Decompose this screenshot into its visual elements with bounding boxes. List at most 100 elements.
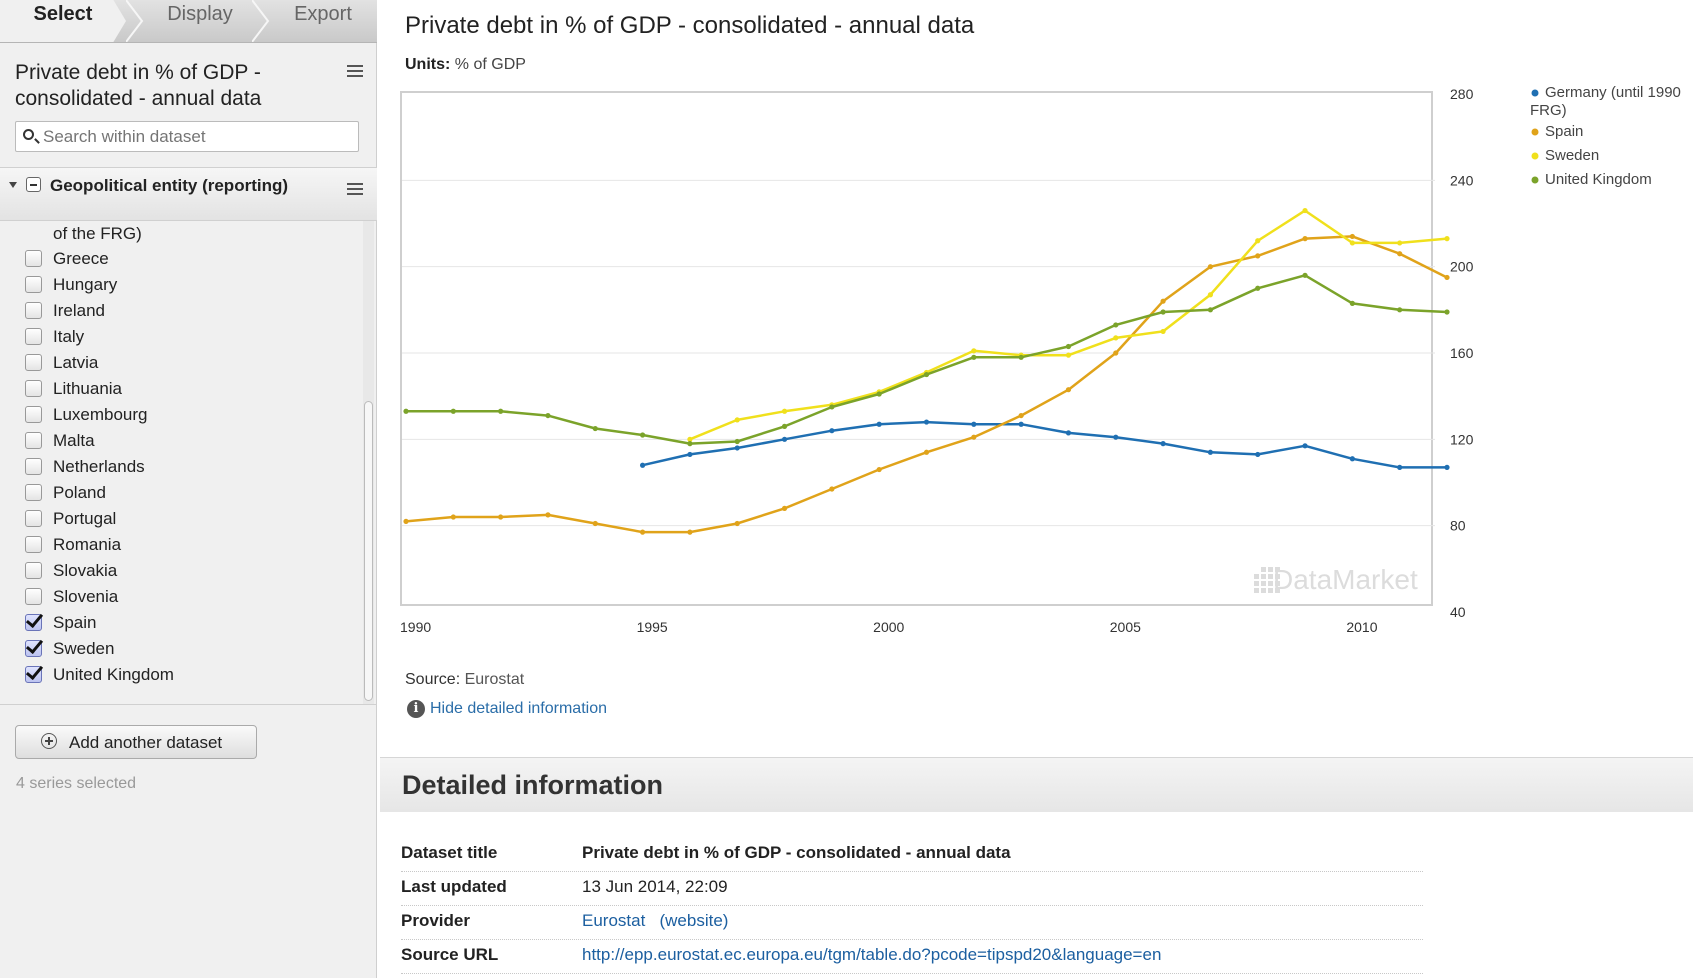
data-point[interactable] (781, 436, 788, 442)
data-point[interactable] (1160, 328, 1166, 335)
data-point[interactable] (592, 520, 598, 527)
country-checkbox[interactable] (25, 666, 42, 683)
country-checkbox[interactable] (25, 484, 42, 501)
data-point[interactable] (1444, 309, 1450, 315)
data-point[interactable] (1349, 240, 1355, 246)
data-point[interactable] (734, 417, 740, 423)
data-point[interactable] (876, 421, 882, 427)
data-point[interactable] (829, 486, 835, 492)
data-point[interactable] (450, 514, 456, 520)
data-point[interactable] (1444, 274, 1450, 281)
data-point[interactable] (1113, 350, 1119, 356)
country-checkbox[interactable] (25, 302, 42, 319)
data-point[interactable] (545, 512, 551, 518)
data-point[interactable] (592, 425, 598, 432)
data-point[interactable] (639, 529, 646, 535)
series-line-germany[interactable] (642, 420, 1447, 469)
provider-link[interactable]: Eurostat (582, 911, 646, 930)
data-point[interactable] (923, 371, 930, 378)
country-checkbox[interactable] (25, 458, 42, 475)
dataset-menu-icon[interactable] (347, 65, 363, 77)
data-point[interactable] (1207, 307, 1214, 313)
data-point[interactable] (1349, 300, 1355, 306)
country-checkbox[interactable] (25, 432, 42, 449)
data-point[interactable] (1255, 253, 1261, 259)
country-checkbox[interactable] (25, 328, 42, 345)
data-point[interactable] (545, 412, 551, 419)
data-point[interactable] (1113, 335, 1119, 341)
data-point[interactable] (403, 408, 409, 414)
data-point[interactable] (1397, 464, 1403, 470)
scroll-thumb[interactable] (364, 401, 373, 701)
data-point[interactable] (971, 434, 977, 440)
data-point[interactable] (1444, 236, 1450, 242)
data-point[interactable] (1349, 456, 1355, 462)
data-point[interactable] (781, 423, 788, 429)
data-point[interactable] (687, 441, 693, 447)
data-point[interactable] (1065, 430, 1072, 436)
data-point[interactable] (403, 518, 409, 524)
country-checkbox[interactable] (25, 640, 42, 657)
data-point[interactable] (876, 466, 882, 473)
scrollbar[interactable] (363, 221, 374, 704)
data-point[interactable] (1349, 233, 1355, 240)
data-point[interactable] (1255, 285, 1261, 291)
legend-label[interactable]: FRG) (1530, 102, 1567, 119)
country-checkbox[interactable] (25, 250, 42, 267)
provider-website-link[interactable]: (website) (659, 911, 729, 930)
legend-label[interactable]: Germany (until 1990 (1545, 84, 1681, 101)
data-point[interactable] (734, 438, 740, 445)
data-point[interactable] (1113, 322, 1119, 328)
data-point[interactable] (829, 404, 835, 410)
data-point[interactable] (1397, 251, 1403, 257)
source-url-link[interactable]: http://epp.eurostat.ec.europa.eu/tgm/tab… (582, 945, 1162, 964)
data-point[interactable] (1207, 264, 1214, 270)
data-point[interactable] (1302, 443, 1308, 449)
data-point[interactable] (1255, 238, 1261, 244)
data-point[interactable] (1397, 240, 1403, 246)
data-point[interactable] (1255, 451, 1261, 458)
data-point[interactable] (923, 449, 930, 455)
data-point[interactable] (1065, 343, 1072, 350)
data-point[interactable] (687, 529, 693, 535)
hide-info-link[interactable]: Hide detailed information (430, 700, 607, 717)
country-checkbox[interactable] (25, 406, 42, 423)
country-checkbox[interactable] (25, 614, 42, 631)
data-point[interactable] (687, 436, 693, 442)
legend-label[interactable]: United Kingdom (1545, 171, 1652, 188)
data-point[interactable] (498, 408, 504, 414)
data-point[interactable] (1065, 387, 1072, 393)
data-point[interactable] (781, 408, 788, 414)
data-point[interactable] (1160, 298, 1166, 304)
tab-export[interactable]: Export (294, 3, 352, 25)
country-checkbox[interactable] (25, 276, 42, 293)
country-checkbox[interactable] (25, 354, 42, 371)
data-point[interactable] (1018, 412, 1024, 419)
facet-header[interactable]: Geopolitical entity (reporting) (0, 167, 377, 221)
data-point[interactable] (1065, 352, 1072, 358)
data-point[interactable] (639, 462, 646, 468)
country-checkbox[interactable] (25, 510, 42, 527)
search-input[interactable] (43, 126, 343, 147)
data-point[interactable] (1160, 309, 1166, 315)
data-point[interactable] (1302, 236, 1308, 242)
data-point[interactable] (1160, 441, 1166, 447)
data-point[interactable] (734, 445, 740, 451)
data-point[interactable] (876, 391, 882, 397)
add-dataset-button[interactable]: Add another dataset (15, 725, 257, 759)
data-point[interactable] (971, 421, 977, 427)
data-point[interactable] (1302, 207, 1308, 214)
data-point[interactable] (687, 451, 693, 458)
data-point[interactable] (1018, 354, 1024, 360)
data-point[interactable] (639, 432, 646, 438)
data-point[interactable] (450, 408, 456, 414)
data-point[interactable] (1444, 464, 1450, 470)
tab-select[interactable]: Select (0, 0, 126, 42)
data-point[interactable] (734, 520, 740, 527)
country-checkbox[interactable] (25, 588, 42, 605)
legend-label[interactable]: Spain (1545, 123, 1583, 140)
data-point[interactable] (1018, 421, 1024, 427)
legend-label[interactable]: Sweden (1545, 147, 1599, 164)
collapse-icon[interactable] (26, 177, 41, 192)
data-point[interactable] (1207, 292, 1214, 298)
